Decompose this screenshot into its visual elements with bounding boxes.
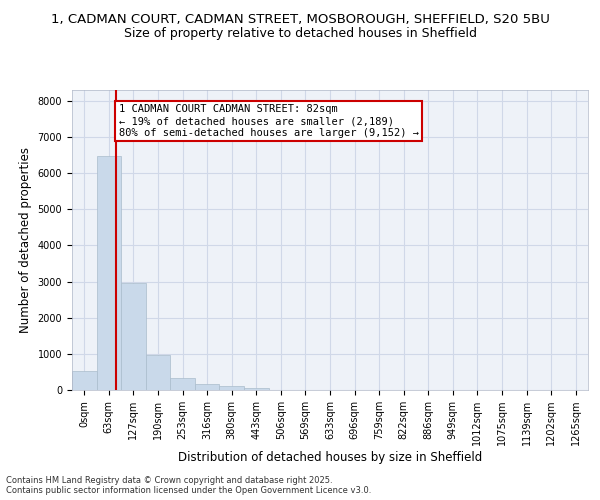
Y-axis label: Number of detached properties: Number of detached properties [19,147,32,333]
Bar [97,156,121,390]
Text: 1 CADMAN COURT CADMAN STREET: 82sqm
← 19% of detached houses are smaller (2,189): 1 CADMAN COURT CADMAN STREET: 82sqm ← 19… [119,104,419,138]
Bar [195,384,220,390]
Bar [72,371,97,390]
Bar [170,378,195,390]
Text: 1, CADMAN COURT, CADMAN STREET, MOSBOROUGH, SHEFFIELD, S20 5BU: 1, CADMAN COURT, CADMAN STREET, MOSBOROU… [50,12,550,26]
Text: Size of property relative to detached houses in Sheffield: Size of property relative to detached ho… [124,28,476,40]
Bar [244,388,269,390]
Bar [146,356,170,390]
Bar [220,386,244,390]
Bar [121,282,146,390]
Text: Contains HM Land Registry data © Crown copyright and database right 2025.
Contai: Contains HM Land Registry data © Crown c… [6,476,371,495]
X-axis label: Distribution of detached houses by size in Sheffield: Distribution of detached houses by size … [178,451,482,464]
